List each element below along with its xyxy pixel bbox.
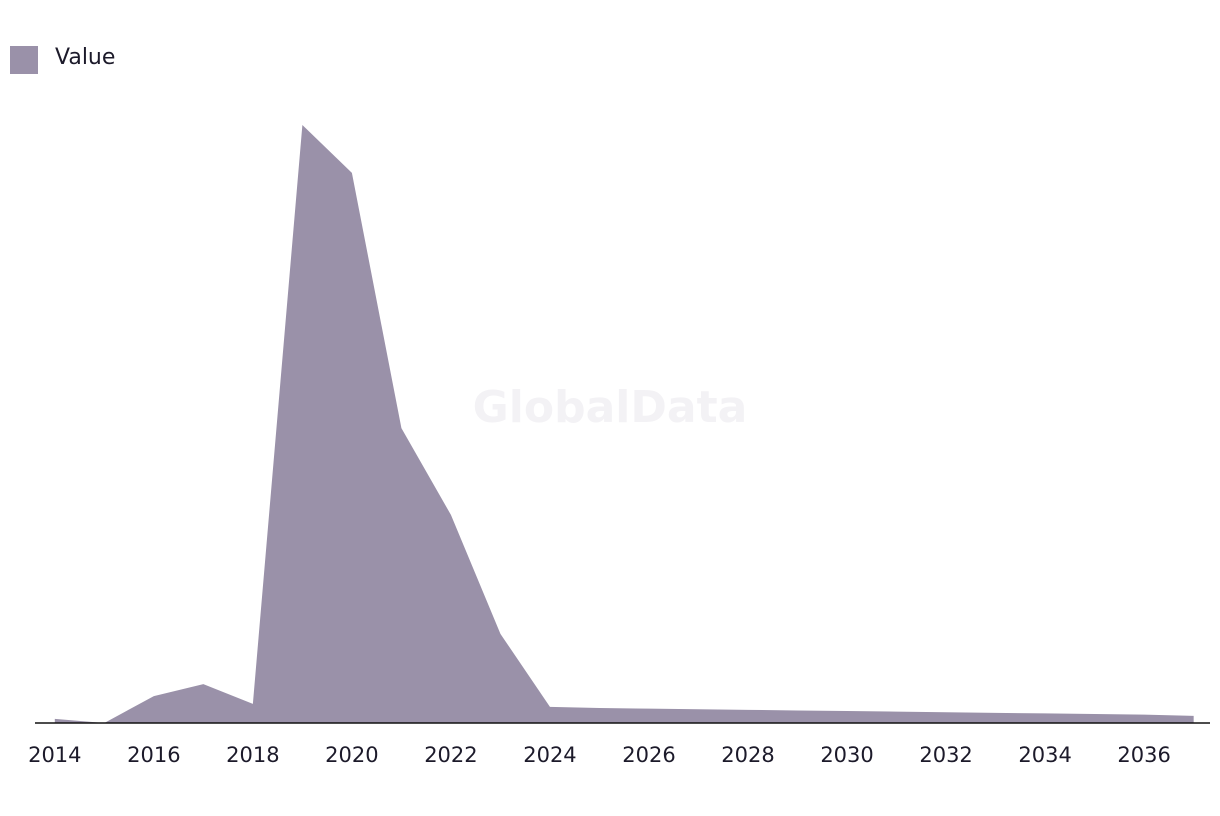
x-tick-label: 2034 (1018, 743, 1071, 767)
x-tick-label: 2024 (523, 743, 576, 767)
x-tick-label: 2028 (721, 743, 774, 767)
legend-swatch (10, 46, 38, 74)
area (54, 125, 1194, 723)
x-tick-label: 2036 (1117, 743, 1170, 767)
x-tick-label: 2022 (424, 743, 477, 767)
x-tick-label: 2016 (127, 743, 180, 767)
x-tick-label: 2030 (820, 743, 873, 767)
legend-label: Value (55, 45, 115, 70)
x-tick-label: 2026 (622, 743, 675, 767)
x-tick-label: 2032 (919, 743, 972, 767)
x-tick-label: 2018 (226, 743, 279, 767)
watermark: GlobalData (473, 382, 748, 433)
x-tick-label: 2014 (28, 743, 81, 767)
x-tick-label: 2020 (325, 743, 378, 767)
